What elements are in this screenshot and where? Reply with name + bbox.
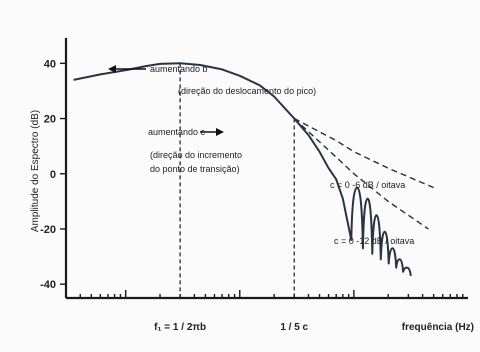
annotation-knee-direction-2: do ponto de transição) (150, 164, 240, 174)
y-tick-label: 20 (44, 114, 56, 126)
annotation-slope-12db: c = 0 -12 dB / oitava (334, 236, 414, 246)
asymptote-line-2 (293, 117, 429, 230)
y-tick-label: 0 (50, 169, 56, 181)
annotation-increasing-c: aumentando c (148, 127, 206, 137)
knee-shift-arrowhead (216, 128, 224, 136)
annotation-peak-direction: (direção do deslocamento do pico) (178, 86, 316, 96)
marker-label: 1 / 5 c (280, 322, 308, 333)
x-axis-label: frequência (Hz) (402, 322, 474, 333)
annotation-increasing-b: aumentando b (150, 64, 208, 74)
annotation-knee-direction-1: (direção do incremento (150, 150, 242, 160)
peak-shift-arrowhead (108, 65, 116, 73)
y-axis-label: Amplitude do Espectro (dB) (30, 110, 41, 232)
y-tick-label: -40 (40, 279, 56, 291)
marker-label: f₁ = 1 / 2πb (154, 322, 206, 333)
spectrum-curve (73, 62, 412, 277)
y-tick-label: -20 (40, 224, 56, 236)
annotation-slope-6db: c = 0 -6 dB / oitava (330, 180, 405, 190)
asymptote-line-1 (293, 117, 434, 189)
y-tick-label: 40 (44, 58, 56, 70)
